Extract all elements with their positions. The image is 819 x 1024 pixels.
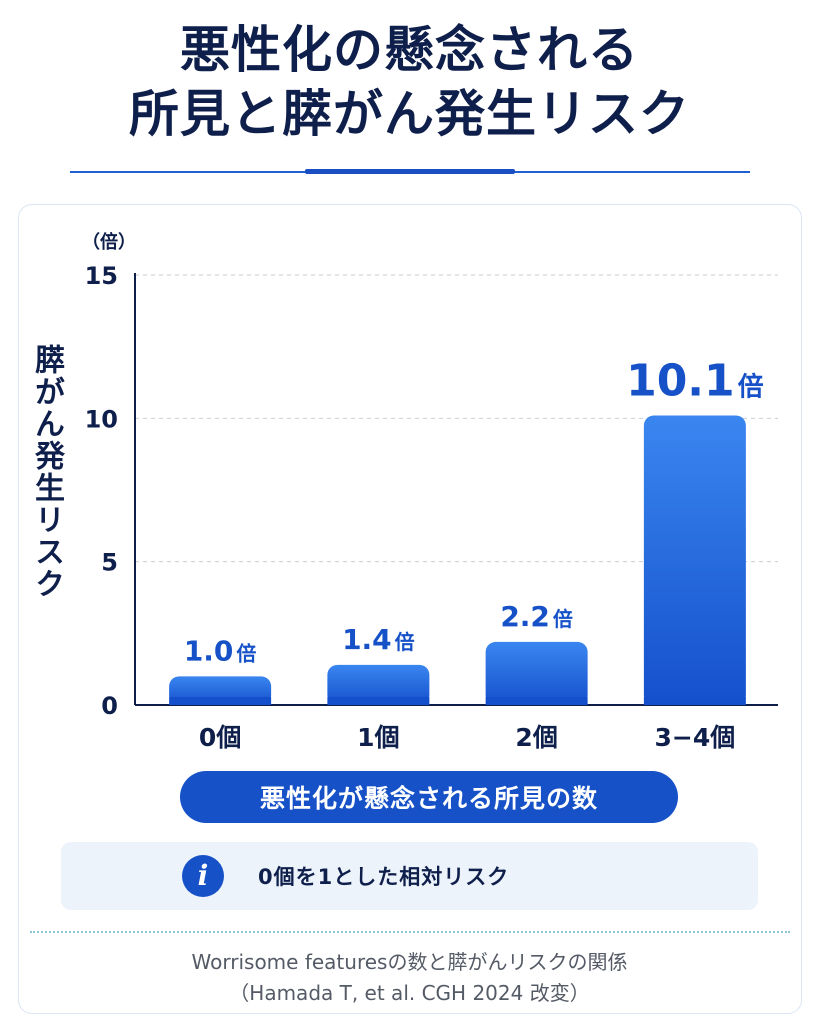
bar: [485, 641, 588, 705]
source-line-1: Worrisome featuresの数と膵がんリスクの関係: [191, 950, 628, 974]
info-icon: i: [182, 855, 224, 897]
bar: [327, 664, 430, 705]
source-line-2: （Hamada T, et al. CGH 2024 改変）: [229, 981, 590, 1005]
y-axis-title: 膵がん発生リスク: [29, 344, 64, 600]
x-axis-title: 悪性化が懸念される所見の数: [180, 771, 678, 823]
x-tick-label: 2個: [515, 723, 557, 752]
bar-chart: 0 5 10 15 1.0 倍 0個 1.4 倍 1個 2.2 倍 2個 10.1 倍 3−4個: [85, 262, 778, 752]
x-tick-label: 3−4個: [655, 723, 736, 752]
y-tick-label: 10: [85, 405, 118, 433]
title-line-2: 所見と膵がん発生リスク: [129, 85, 690, 143]
y-tick-label: 0: [101, 692, 118, 720]
bar-value-label: 10.1 倍: [626, 355, 764, 406]
page-title: 悪性化の懸念される 所見と膵がん発生リスク: [0, 18, 819, 146]
title-line-1: 悪性化の懸念される: [180, 21, 639, 79]
title-underline-accent: [305, 169, 515, 174]
bar-value-label: 1.4 倍: [342, 623, 415, 656]
note-text: 0個を1とした相対リスク: [258, 865, 510, 889]
source-caption: Worrisome featuresの数と膵がんリスクの関係 （Hamada T…: [0, 947, 819, 1009]
bar: [643, 415, 746, 705]
y-axis-unit: （倍）: [82, 232, 136, 253]
bar-base: [643, 697, 746, 705]
note-box: i 0個を1とした相対リスク: [61, 842, 758, 910]
bar-base: [327, 697, 430, 705]
x-tick-label: 0個: [199, 723, 241, 752]
x-tick-label: 1個: [357, 723, 399, 752]
divider: [30, 931, 790, 933]
bar-value-label: 1.0 倍: [184, 634, 257, 667]
bar-base: [485, 697, 588, 705]
y-tick-label: 5: [101, 549, 118, 577]
y-tick-label: 15: [85, 262, 118, 290]
bar-value-label: 2.2 倍: [500, 600, 573, 633]
bar-base: [169, 697, 272, 705]
